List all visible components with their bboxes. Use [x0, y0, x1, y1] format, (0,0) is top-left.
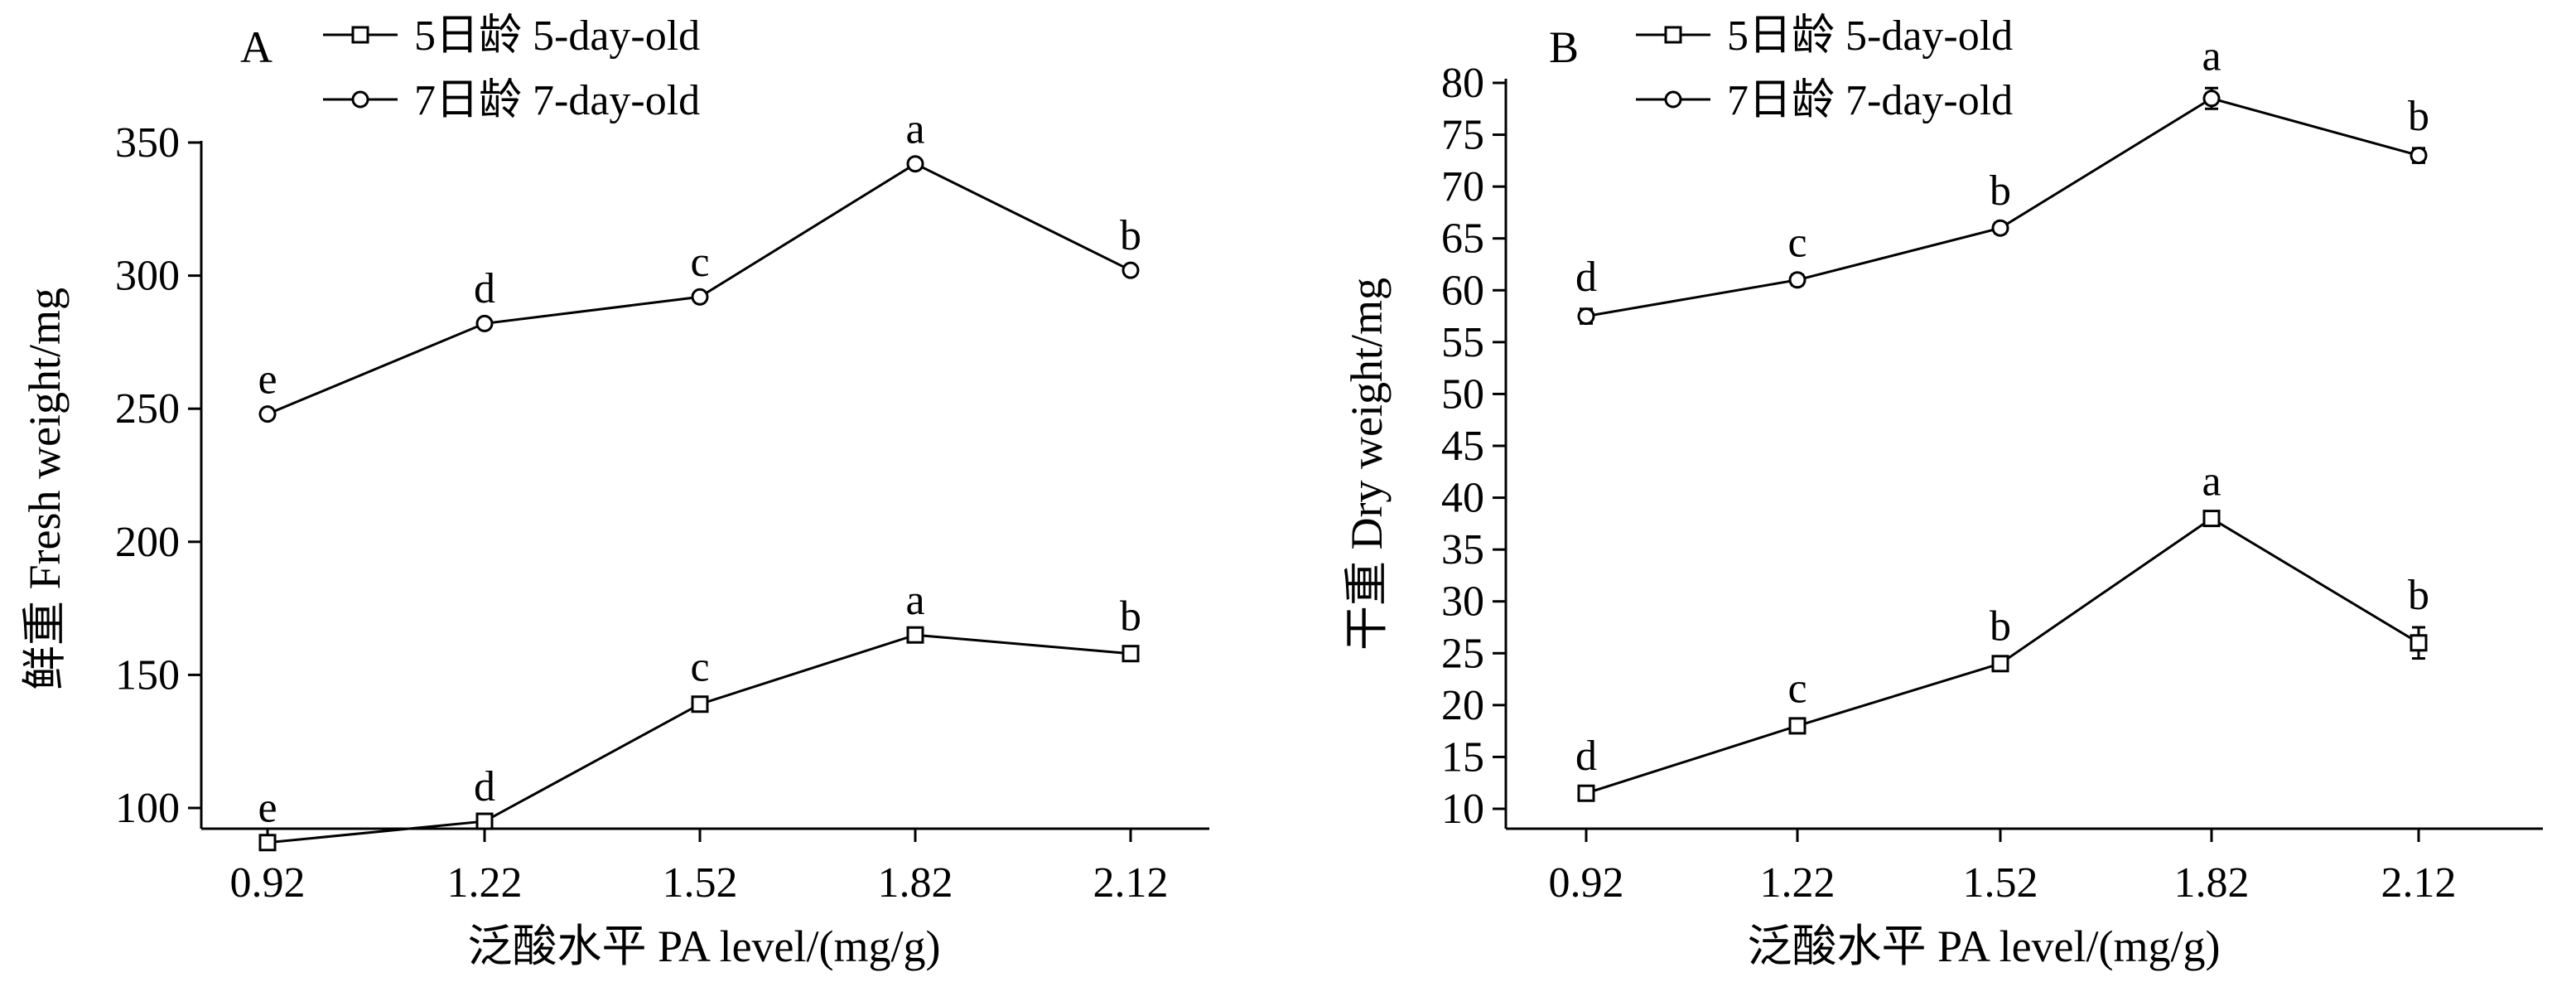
data-point-circle: [1122, 261, 1140, 279]
significance-letter: e: [258, 785, 277, 832]
data-point-square: [1122, 645, 1140, 663]
x-tick-label: 1.22: [447, 859, 523, 907]
series-day7: e d c a b: [258, 105, 1141, 423]
data-point-square: [1788, 717, 1807, 735]
data-point-circle: [1788, 271, 1807, 289]
series-day5: e d c a b: [258, 577, 1141, 852]
data-point-square: [258, 834, 277, 852]
significance-letter: b: [2408, 93, 2429, 140]
y-tick-label: 20: [1441, 682, 1484, 729]
y-axis-label: 干重 Dry weight/mg: [1342, 278, 1392, 651]
legend-marker-circle: [1664, 90, 1682, 109]
y-tick-label: 25: [1441, 630, 1484, 677]
y-tick-label: 250: [115, 385, 180, 433]
y-tick-label: 10: [1441, 786, 1484, 833]
data-point-circle: [1991, 219, 2009, 237]
legend-entry-day7: 7日龄 7-day-old: [323, 77, 700, 124]
significance-letter: c: [690, 239, 709, 286]
legend-label: 7日龄 7-day-old: [414, 77, 700, 124]
legend-marker-circle: [351, 90, 369, 109]
significance-letter: d: [1575, 254, 1597, 301]
significance-letter: b: [1990, 603, 2011, 651]
y-axis-label: 鲜重 Fresh weight/mg: [20, 288, 70, 690]
significance-letter: d: [474, 763, 495, 810]
significance-letter: c: [690, 643, 709, 690]
x-tick-label: 1.82: [2174, 859, 2250, 907]
y-tick-label: 300: [115, 253, 180, 300]
x-tick-label: 1.52: [663, 859, 738, 907]
significance-letter: c: [1787, 665, 1807, 713]
y-tick-label: 200: [115, 519, 180, 566]
legend-entry-day7: 7日龄 7-day-old: [1636, 77, 2013, 124]
x-tick-label: 0.92: [1549, 859, 1624, 907]
data-point-circle: [2202, 89, 2221, 108]
legend-marker-square: [1664, 26, 1682, 44]
data-point-circle: [1577, 307, 1595, 326]
y-tick-label: 150: [115, 651, 180, 699]
x-axis-label: 泛酸水平 PA level/(mg/g): [1747, 922, 2220, 971]
data-point-square: [906, 626, 924, 644]
x-tick-label: 0.92: [230, 859, 306, 907]
data-point-circle: [691, 288, 709, 306]
significance-letter: b: [2408, 572, 2429, 619]
data-point-circle: [2410, 147, 2428, 165]
legend-marker-square: [351, 26, 369, 44]
legend-entry-day5: 5日龄 5-day-old: [1636, 12, 2013, 60]
legend-entry-day5: 5日龄 5-day-old: [323, 12, 700, 60]
significance-letter: d: [474, 265, 495, 312]
y-tick-label: 40: [1441, 475, 1484, 522]
y-tick-label: 100: [115, 785, 180, 832]
significance-letter: b: [1990, 167, 2011, 215]
data-point-square: [2410, 634, 2428, 652]
series-day7: d c b a b: [1575, 32, 2429, 326]
y-tick-label: 60: [1441, 267, 1484, 314]
series-day5: d c b a b: [1575, 457, 2429, 802]
y-tick-label: 15: [1441, 733, 1484, 781]
data-point-square: [475, 812, 494, 830]
legend-label: 5日龄 5-day-old: [414, 12, 700, 60]
data-point-square: [1991, 655, 2009, 673]
panel-label: B: [1549, 22, 1579, 72]
x-tick-label: 1.52: [1963, 859, 2038, 907]
panel-label: A: [240, 22, 273, 72]
significance-letter: d: [1575, 733, 1597, 780]
significance-letter: b: [1120, 593, 1141, 640]
y-tick-label: 45: [1441, 423, 1484, 470]
data-point-circle: [906, 155, 924, 173]
data-point-square: [2202, 510, 2221, 528]
y-tick-label: 80: [1441, 60, 1484, 107]
significance-letter: e: [258, 356, 277, 403]
y-tick-label: 55: [1441, 319, 1484, 366]
legend-label: 5日龄 5-day-old: [1727, 12, 2013, 60]
x-tick-label: 2.12: [2381, 859, 2457, 907]
significance-letter: b: [1120, 212, 1141, 259]
y-tick-label: 75: [1441, 112, 1484, 159]
x-tick-label: 1.22: [1760, 859, 1836, 907]
data-point-square: [691, 695, 709, 714]
y-tick-label: 350: [115, 119, 180, 167]
x-tick-label: 2.12: [1093, 859, 1169, 907]
y-tick-label: 70: [1441, 163, 1484, 210]
y-tick-label: 65: [1441, 215, 1484, 263]
y-tick-label: 50: [1441, 370, 1484, 418]
y-tick-label: 30: [1441, 578, 1484, 626]
significance-letter: c: [1787, 220, 1807, 267]
data-point-square: [1577, 784, 1595, 802]
significance-letter: a: [2202, 32, 2221, 80]
data-point-circle: [258, 405, 277, 423]
x-tick-label: 1.82: [878, 859, 953, 907]
legend-label: 7日龄 7-day-old: [1727, 77, 2013, 124]
significance-letter: a: [905, 577, 924, 624]
chart-panel-a: 100 150 200 250 300 350 0.92 1.22 1.52 1.82 2.12 泛酸…: [20, 12, 1209, 971]
x-axis-label: 泛酸水平 PA level/(mg/g): [467, 922, 940, 971]
y-tick-label: 35: [1441, 526, 1484, 573]
data-point-circle: [475, 314, 494, 332]
significance-letter: a: [905, 105, 924, 152]
significance-letter: a: [2202, 457, 2221, 505]
